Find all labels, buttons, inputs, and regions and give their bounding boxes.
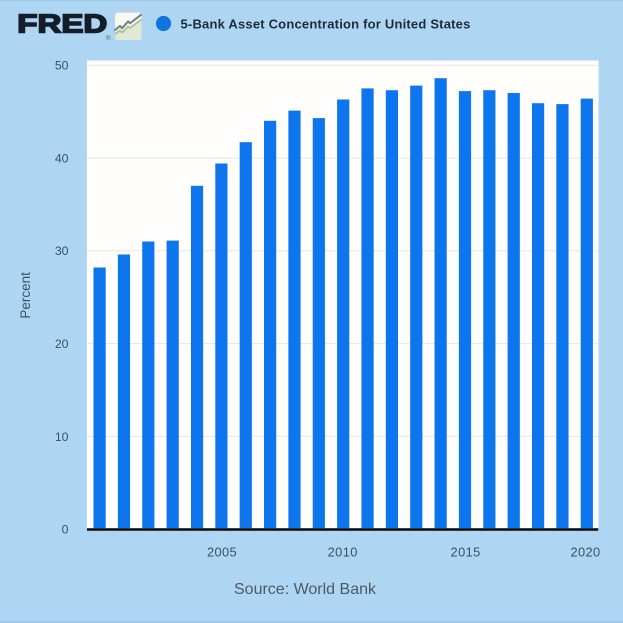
svg-text:Percent: Percent	[18, 272, 33, 319]
svg-text:10: 10	[55, 430, 69, 444]
svg-text:0: 0	[62, 523, 69, 537]
svg-text:2010: 2010	[328, 545, 358, 560]
svg-text:20: 20	[55, 337, 69, 351]
svg-text:2020: 2020	[570, 545, 600, 560]
svg-text:®: ®	[106, 34, 111, 42]
svg-text:Source: World Bank: Source: World Bank	[234, 581, 377, 598]
svg-text:40: 40	[55, 151, 69, 165]
svg-text:FRED: FRED	[17, 9, 107, 39]
svg-text:50: 50	[55, 59, 69, 73]
svg-text:2005: 2005	[207, 545, 237, 560]
svg-text:30: 30	[55, 244, 69, 258]
svg-text:5-Bank Asset Concentration for: 5-Bank Asset Concentration for United St…	[181, 16, 471, 31]
svg-text:2015: 2015	[451, 545, 481, 560]
